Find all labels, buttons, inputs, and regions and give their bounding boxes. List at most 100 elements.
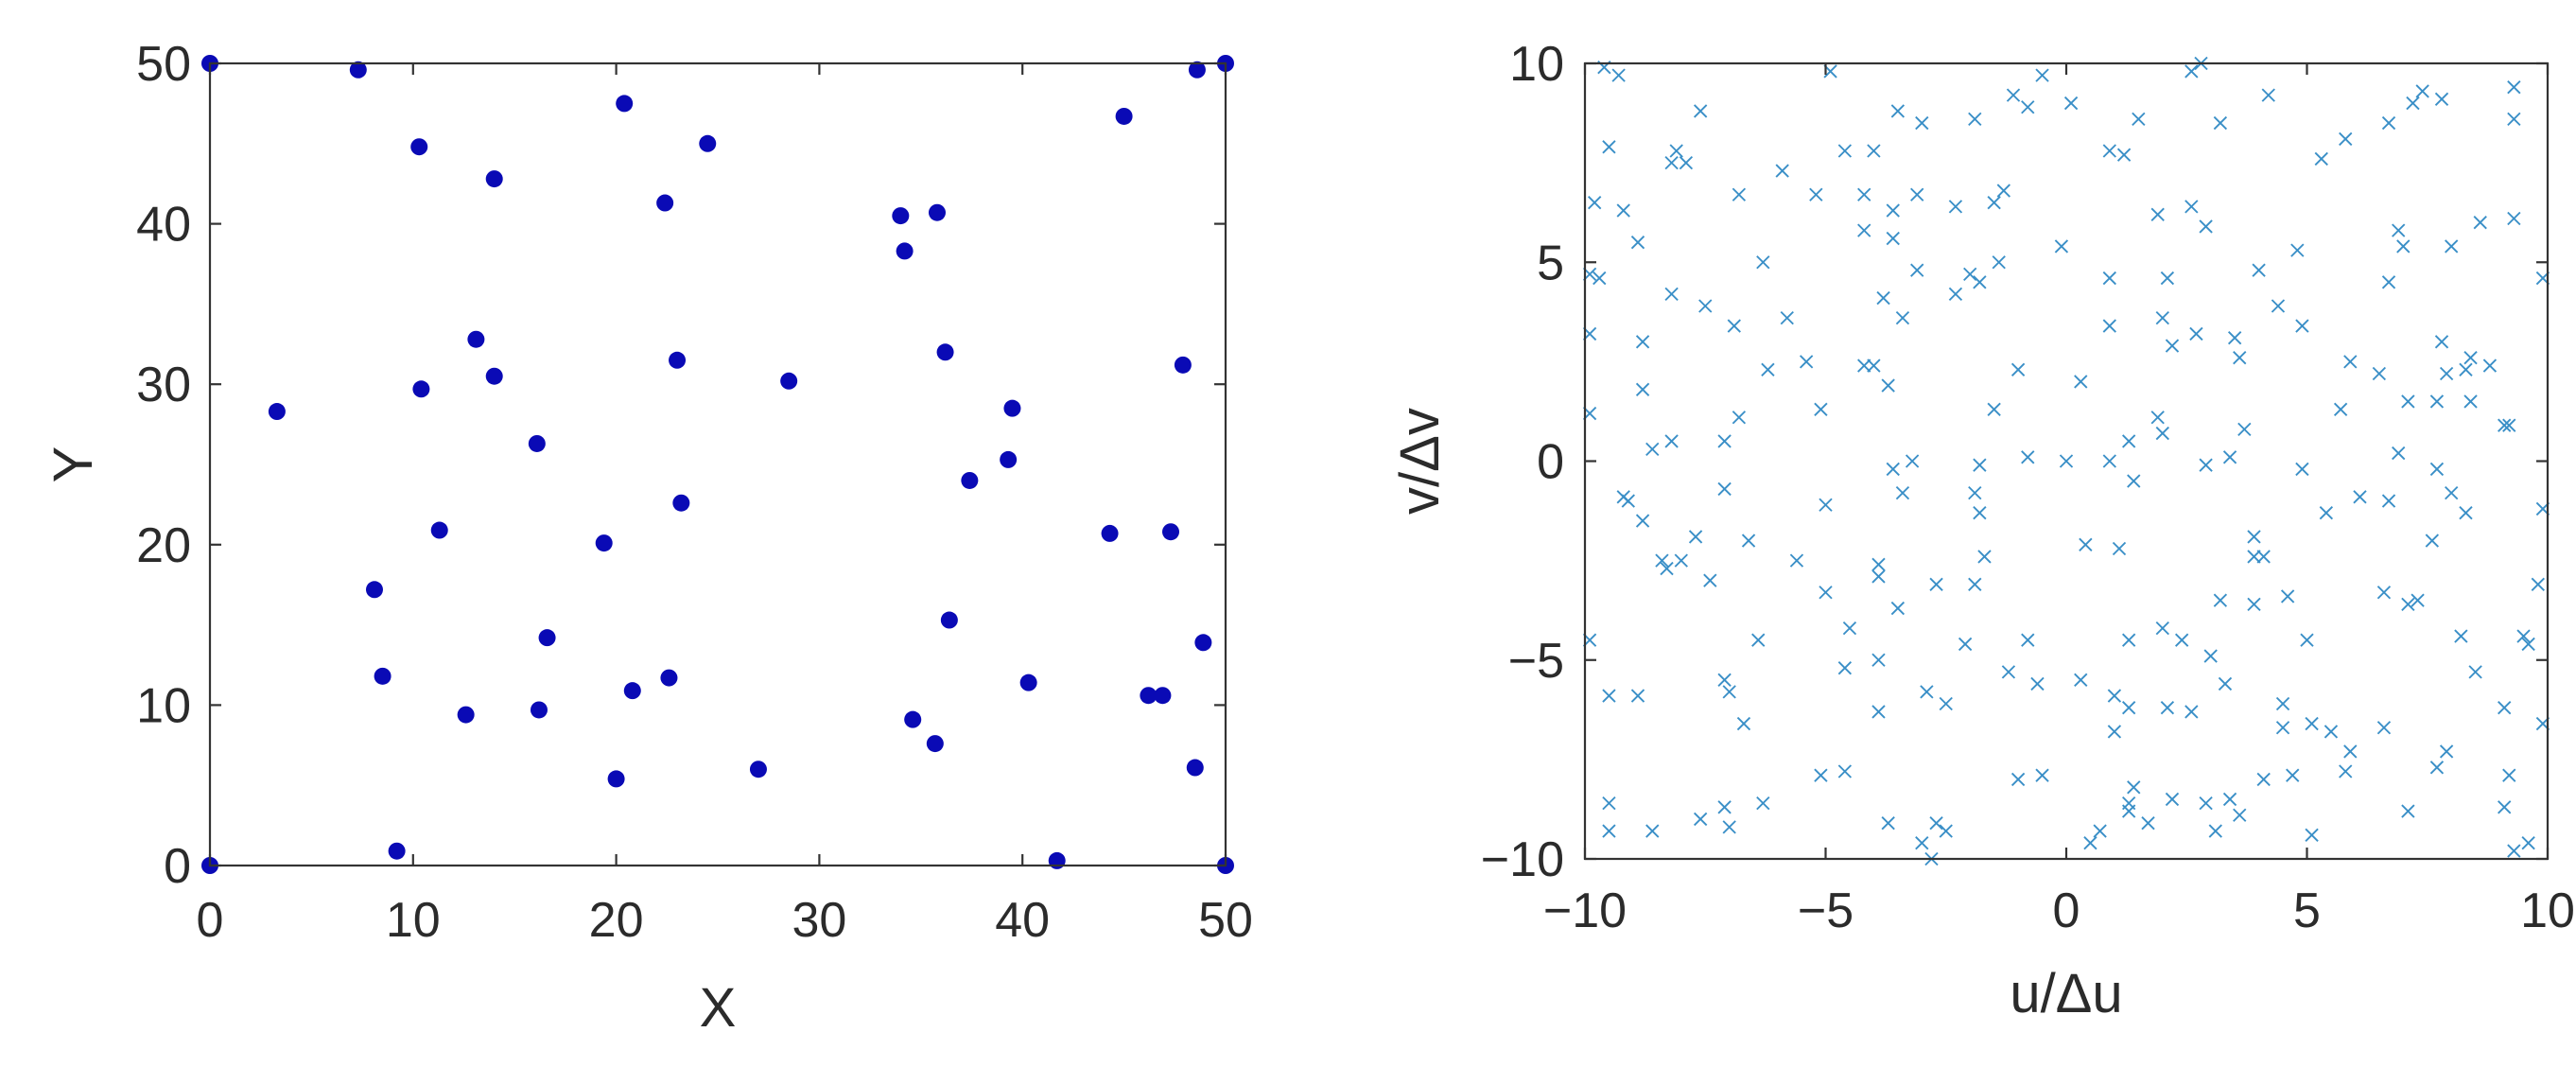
- x-tick-label: 20: [589, 893, 644, 948]
- data-point: [1837, 144, 1853, 158]
- data-point: [1881, 378, 1895, 393]
- data-point: [1915, 836, 1929, 850]
- data-point: [1939, 696, 1953, 711]
- data-point: [2199, 796, 2213, 811]
- data-point: [2434, 92, 2449, 107]
- data-point: [2213, 593, 2228, 607]
- data-point: [2165, 339, 2180, 353]
- data-point: [2333, 402, 2348, 417]
- y-tick-label: −10: [1481, 832, 1564, 887]
- data-point: [656, 194, 674, 212]
- data-point: [2425, 534, 2440, 548]
- data-point: [669, 351, 687, 369]
- x-tick-label: −10: [1543, 883, 1627, 938]
- data-point: [2343, 744, 2358, 759]
- y-tick-label: 30: [136, 358, 191, 412]
- data-point: [2127, 474, 2141, 488]
- data-point: [1973, 275, 1987, 289]
- data-point: [1881, 815, 1895, 831]
- data-point: [2001, 665, 2016, 679]
- data-point: [2199, 219, 2213, 234]
- data-point: [2127, 780, 2141, 795]
- data-point: [2300, 633, 2314, 647]
- chart-1-x-axis-label: X: [700, 977, 737, 1039]
- data-point: [1635, 514, 1650, 528]
- data-point: [2275, 721, 2290, 735]
- data-point: [1660, 561, 1674, 576]
- data-point: [2376, 721, 2392, 735]
- data-point: [1996, 184, 2011, 198]
- data-point: [2406, 96, 2420, 111]
- data-point: [1958, 637, 1973, 652]
- data-point: [2434, 335, 2449, 349]
- data-point: [1871, 569, 1886, 584]
- data-point: [528, 434, 546, 452]
- x-tick-label: −5: [1798, 883, 1854, 938]
- data-point: [1717, 434, 1732, 448]
- data-point: [2141, 815, 2155, 831]
- chart-2-uv-scatter: −10 −5 0 5 10 −10 −5 0 5 10 u/Δu v/Δv: [1389, 37, 2575, 1024]
- data-point: [2021, 100, 2035, 114]
- x-tick-label: 0: [2053, 883, 2080, 938]
- data-point: [749, 761, 767, 778]
- data-point: [2252, 263, 2266, 277]
- data-point: [1645, 824, 1660, 838]
- data-point: [2174, 633, 2189, 647]
- data-point: [2132, 112, 2146, 127]
- data-point: [1186, 759, 1204, 777]
- data-point: [2459, 362, 2473, 376]
- chart-2-ticks: −10 −5 0 5 10 −10 −5 0 5 10: [1481, 37, 2575, 938]
- data-point: [2256, 550, 2271, 564]
- data-point: [2459, 505, 2473, 520]
- data-point: [2275, 696, 2290, 711]
- data-point: [2439, 366, 2454, 381]
- data-point: [2290, 243, 2305, 257]
- data-point: [1890, 104, 1906, 118]
- data-point: [2314, 151, 2328, 166]
- data-point: [1895, 310, 1910, 325]
- data-point: [1630, 236, 1645, 250]
- data-point: [1837, 660, 1853, 675]
- data-point: [2074, 673, 2088, 687]
- data-point: [2063, 96, 2079, 111]
- x-tick-label: 30: [792, 893, 846, 948]
- data-point: [2319, 505, 2334, 520]
- data-point: [2208, 824, 2222, 838]
- data-point: [430, 521, 448, 539]
- data-point: [2121, 804, 2136, 818]
- data-point: [660, 669, 678, 687]
- data-point: [2222, 450, 2237, 464]
- data-point: [2502, 768, 2516, 782]
- data-point: [1814, 402, 1828, 417]
- data-point: [2021, 633, 2035, 647]
- data-point: [2121, 701, 2136, 715]
- data-point: [926, 735, 944, 753]
- x-tick-label: 10: [2520, 883, 2575, 938]
- data-point: [1761, 362, 1775, 376]
- data-point: [1929, 815, 1943, 831]
- data-point: [1003, 399, 1021, 417]
- data-point: [2184, 64, 2199, 79]
- data-point: [2482, 359, 2498, 373]
- data-point: [699, 134, 717, 152]
- data-point: [1717, 673, 1732, 687]
- data-point: [672, 494, 690, 512]
- data-point: [2218, 676, 2233, 691]
- data-point: [2381, 494, 2396, 508]
- data-point: [2116, 148, 2132, 162]
- data-point: [1992, 255, 2006, 270]
- data-point: [928, 203, 946, 221]
- data-point: [2059, 454, 2074, 468]
- data-point: [1194, 634, 1212, 652]
- data-point: [2411, 593, 2425, 607]
- data-point: [2372, 366, 2387, 381]
- data-point: [410, 138, 428, 156]
- data-point: [1162, 523, 1180, 541]
- data-point: [1895, 485, 1910, 500]
- data-point: [2107, 689, 2122, 703]
- data-point: [2261, 88, 2275, 102]
- data-point: [1717, 800, 1732, 814]
- data-point: [1819, 498, 1833, 512]
- data-point: [940, 611, 958, 629]
- data-point: [936, 343, 954, 361]
